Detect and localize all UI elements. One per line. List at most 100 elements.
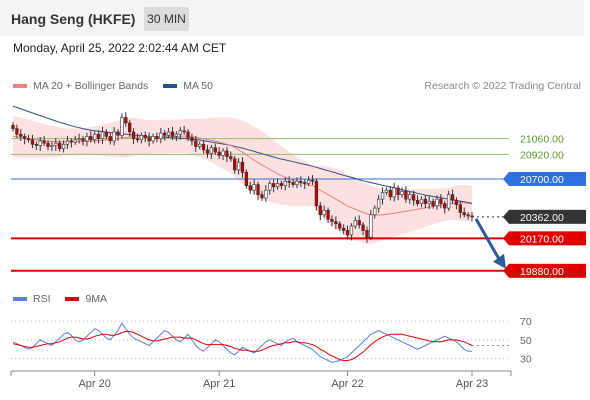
candle-body xyxy=(458,204,462,213)
candle-body xyxy=(396,187,400,195)
candle-body xyxy=(69,140,74,143)
candle-body xyxy=(46,142,50,147)
candle-body xyxy=(19,133,23,137)
candle-body xyxy=(299,180,303,183)
candle-body xyxy=(194,140,198,147)
candle-body xyxy=(454,199,459,206)
x-tick-label: Apr 20 xyxy=(78,378,110,390)
candle-body xyxy=(240,161,245,173)
level-label-21060.00: 21060.00 xyxy=(520,134,564,146)
candle-body xyxy=(411,194,416,201)
candle-body xyxy=(151,136,155,142)
candle-body xyxy=(85,136,89,142)
candle-body xyxy=(89,136,93,141)
candle-body xyxy=(221,150,225,156)
level-tag-20170.00 xyxy=(509,231,586,246)
level-tag-arrow xyxy=(503,209,509,224)
candle-body xyxy=(431,201,435,207)
candle-body xyxy=(233,158,237,171)
candle-body xyxy=(470,215,474,218)
candle-body xyxy=(404,190,408,200)
candle-body xyxy=(100,131,105,139)
candle-body xyxy=(443,203,447,209)
candle-body xyxy=(54,142,58,146)
candle-body xyxy=(201,143,206,151)
level-label-20170.00: 20170.00 xyxy=(520,233,564,245)
candle-body xyxy=(271,183,276,188)
candle-body xyxy=(303,182,307,184)
candle-body xyxy=(244,171,249,187)
level-label-20362.00: 20362.00 xyxy=(520,212,564,224)
candle-body xyxy=(357,220,361,226)
candle-body xyxy=(291,182,295,185)
candle-body xyxy=(34,143,39,146)
candle-body xyxy=(376,198,381,209)
candle-body xyxy=(81,138,85,142)
candle-body xyxy=(349,225,354,236)
candle-body xyxy=(116,131,120,136)
candle-body xyxy=(400,190,404,195)
candle-body xyxy=(42,140,46,144)
rsi-tick-50: 50 xyxy=(520,335,532,347)
forecast-arrow-shaft xyxy=(474,218,502,262)
candle-body xyxy=(174,133,179,137)
ma50-swatch xyxy=(163,84,178,89)
candle-body xyxy=(96,133,101,139)
ma20-legend-label: MA 20 + Bollinger Bands xyxy=(33,80,149,92)
candle-body xyxy=(439,198,443,204)
candle-body xyxy=(462,212,466,216)
level-tag-arrow xyxy=(503,231,509,246)
level-tag-20362.00 xyxy=(509,209,586,224)
candle-body xyxy=(268,183,272,191)
candle-body xyxy=(159,132,163,139)
ma9-swatch xyxy=(65,297,80,302)
candle-body xyxy=(338,223,342,229)
candle-body xyxy=(23,136,27,139)
level-tag-arrow xyxy=(503,263,509,278)
x-tick-label: Apr 22 xyxy=(331,378,363,390)
ma20-swatch xyxy=(13,84,27,89)
candle-body xyxy=(408,194,412,200)
level-tag-19880.00 xyxy=(509,263,586,278)
candle-body xyxy=(384,189,389,193)
candle-body xyxy=(120,117,124,136)
candle-body xyxy=(209,147,214,154)
ma50-legend-label: MA 50 xyxy=(183,80,213,92)
candle-body xyxy=(163,132,167,136)
candle-body xyxy=(112,131,116,142)
candle-body xyxy=(341,227,346,231)
candle-body xyxy=(124,117,128,124)
candle-body xyxy=(65,140,70,145)
candle-body xyxy=(186,131,190,138)
rsi-legend-label: RSI xyxy=(33,293,51,305)
ma9-legend-label: 9MA xyxy=(85,293,108,305)
level-label-20920.00: 20920.00 xyxy=(520,149,564,161)
level-tag-20700.00 xyxy=(509,171,586,186)
level-label-20700.00: 20700.00 xyxy=(520,174,564,186)
candle-body xyxy=(330,218,334,222)
candle-body xyxy=(423,198,427,204)
candle-body xyxy=(143,135,147,138)
candle-body xyxy=(353,220,357,227)
candle-body xyxy=(236,161,241,171)
rsi-series-rsi xyxy=(12,322,472,363)
rsi-tick-30: 30 xyxy=(520,354,532,366)
candle-body xyxy=(252,184,256,191)
rsi-series-9ma xyxy=(12,331,473,361)
candle-body xyxy=(50,145,54,147)
candle-body xyxy=(38,140,42,146)
candle-body xyxy=(166,131,171,136)
candle-body xyxy=(415,199,420,204)
x-tick-label: Apr 21 xyxy=(203,378,235,390)
timestamp: Monday, April 25, 2022 2:02:44 AM CET xyxy=(13,41,227,55)
candle-body xyxy=(283,180,287,187)
chart-header: Hang Seng (HKFE) 30 MIN xyxy=(0,0,584,36)
candle-body xyxy=(388,189,392,198)
timeframe-button[interactable]: 30 MIN xyxy=(144,7,189,31)
rsi-tick-70: 70 xyxy=(520,316,532,328)
candle-body xyxy=(229,156,233,160)
candle-body xyxy=(334,221,338,225)
candle-body xyxy=(450,194,455,201)
candle-body xyxy=(322,210,326,216)
